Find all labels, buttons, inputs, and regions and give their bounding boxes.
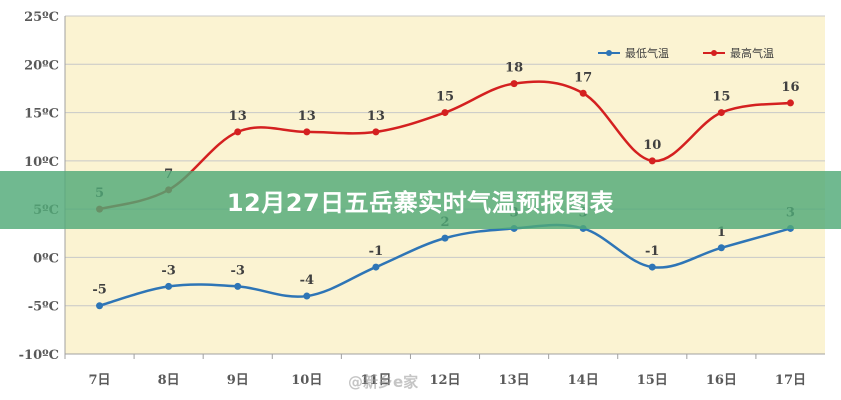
data-label-high: 18 [505, 61, 523, 76]
legend-label-low: 最低气温 [625, 46, 669, 60]
data-point-high [510, 80, 518, 88]
data-label-high: 15 [712, 90, 730, 105]
data-label-low: -3 [161, 263, 175, 278]
data-label-high: 15 [436, 90, 454, 105]
data-label-high: 16 [781, 80, 799, 95]
data-label-low: -4 [300, 273, 314, 288]
data-point-high [648, 157, 656, 165]
data-point-low [717, 244, 725, 252]
data-label-high: 17 [574, 70, 592, 85]
data-point-low [303, 292, 311, 300]
y-tick-label: -10ºC [19, 348, 59, 363]
y-tick-label: 10ºC [24, 155, 59, 170]
x-tick-label: 12日 [429, 373, 460, 388]
legend-marker-low [606, 50, 612, 56]
y-tick-label: -5ºC [28, 300, 59, 315]
data-point-high [441, 109, 449, 117]
data-label-high: 13 [298, 109, 316, 124]
data-point-high [372, 128, 380, 136]
x-tick-label: 13日 [499, 373, 530, 388]
data-point-high [579, 89, 587, 97]
page-title: 12月27日五岳寨实时气温预报图表 [226, 188, 615, 217]
data-point-high [234, 128, 242, 136]
data-point-low [234, 282, 242, 290]
legend-marker-high [711, 50, 717, 56]
series-lines [96, 80, 794, 310]
data-label-high: 10 [643, 138, 661, 153]
watermark-text: @新乡e家 [348, 373, 419, 391]
axes: 25ºC20ºC15ºC10ºC5ºC0ºC-5ºC-10ºC7日8日9日10日… [19, 10, 825, 388]
x-tick-label: 11日 [360, 373, 391, 388]
data-label-low: -5 [92, 283, 106, 298]
x-tick-label: 7日 [89, 373, 111, 388]
x-tick-label: 16日 [706, 373, 737, 388]
x-tick-label: 15日 [637, 373, 668, 388]
data-point-high [717, 109, 725, 117]
data-label-low: -3 [231, 263, 245, 278]
data-label-low: -1 [369, 244, 383, 259]
y-tick-label: 20ºC [24, 58, 59, 73]
data-label-low: -1 [645, 244, 659, 259]
y-tick-label: 25ºC [24, 10, 59, 25]
data-label-high: 13 [367, 109, 385, 124]
title-banner: 12月27日五岳寨实时气温预报图表 [0, 171, 841, 229]
x-tick-label: 14日 [568, 373, 599, 388]
data-point-high [303, 128, 311, 136]
y-tick-label: 0ºC [33, 251, 59, 266]
data-point-low [648, 263, 656, 271]
x-tick-label: 10日 [291, 373, 322, 388]
data-label-high: 13 [229, 109, 247, 124]
x-tick-label: 8日 [158, 373, 180, 388]
data-point-low [372, 263, 380, 271]
x-tick-label: 17日 [775, 373, 806, 388]
data-point-low [96, 302, 104, 310]
data-point-high [786, 99, 794, 107]
legend-label-high: 最高气温 [730, 46, 774, 60]
data-point-low [165, 282, 173, 290]
y-tick-label: 15ºC [24, 107, 59, 122]
data-label-low: 1 [717, 225, 726, 240]
data-point-low [441, 234, 449, 242]
legend: 最低气温 最高气温 [598, 46, 774, 60]
x-tick-label: 9日 [227, 373, 249, 388]
